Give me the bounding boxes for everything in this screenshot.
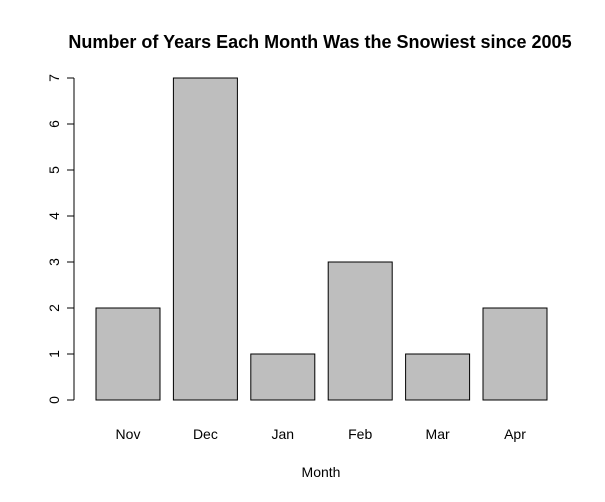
bar-mar	[405, 353, 471, 401]
y-tick-label: 0	[46, 396, 62, 404]
y-axis: 0 1 2 3 4 5 6 7	[46, 74, 75, 404]
x-tick-label-dec: Dec	[193, 426, 218, 442]
y-tick-label: 1	[46, 350, 62, 358]
x-tick-label-apr: Apr	[504, 426, 526, 442]
bars	[95, 77, 548, 401]
x-tick-labels: Nov Dec Jan Feb Mar Apr	[116, 426, 527, 442]
bar-nov	[95, 307, 161, 401]
bar-feb	[327, 261, 393, 401]
y-tick-label: 2	[46, 304, 62, 312]
y-tick-label: 4	[46, 212, 62, 220]
x-axis-label: Month	[302, 464, 341, 480]
x-tick-label-mar: Mar	[426, 426, 450, 442]
x-tick-label-feb: Feb	[348, 426, 372, 442]
y-tick-label: 3	[46, 258, 62, 266]
y-tick-label: 6	[46, 120, 62, 128]
bar-jan	[250, 353, 316, 401]
bar-apr	[482, 307, 548, 401]
y-tick-label: 5	[46, 166, 62, 174]
bar-dec	[172, 77, 238, 401]
chart-title: Number of Years Each Month Was the Snowi…	[68, 32, 571, 52]
y-tick-label: 7	[46, 74, 62, 82]
x-tick-label-jan: Jan	[272, 426, 295, 442]
x-tick-label-nov: Nov	[116, 426, 141, 442]
